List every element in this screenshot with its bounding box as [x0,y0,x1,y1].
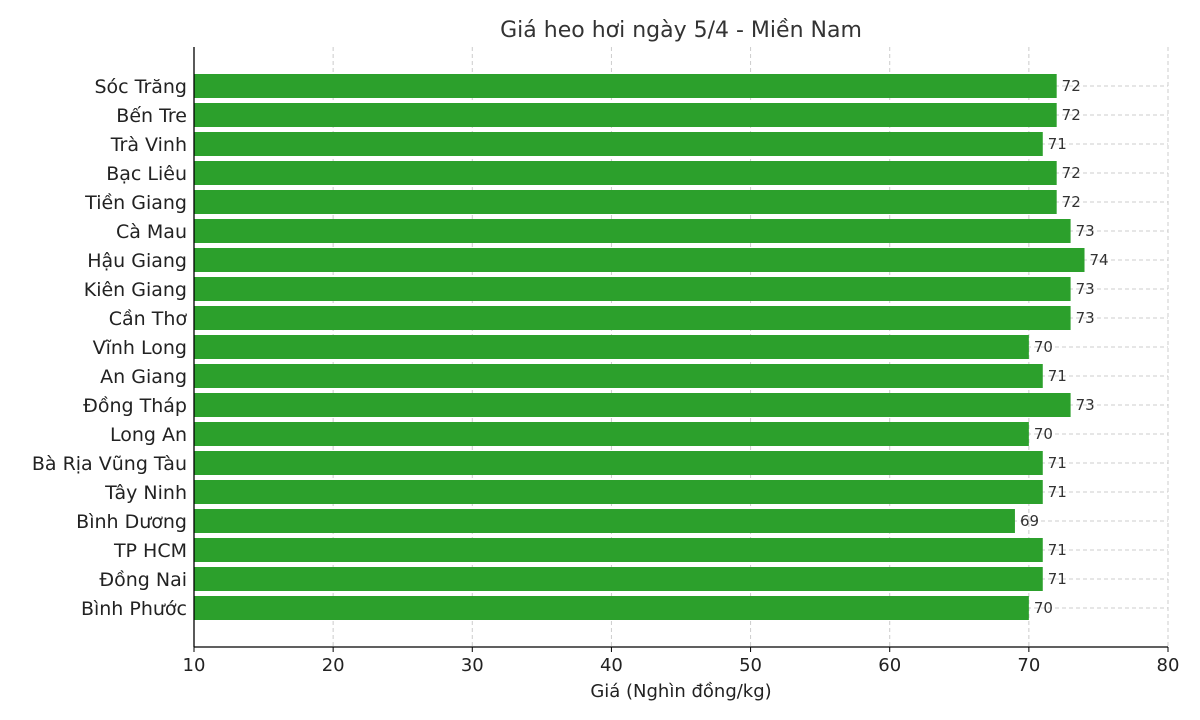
bar-value-label: 72 [1062,164,1081,182]
bar-value-label: 71 [1048,367,1067,385]
bar [194,335,1029,359]
category-label: Bà Rịa Vũng Tàu [32,453,187,475]
category-label: Tiền Giang [84,192,187,214]
category-label: Long An [110,424,187,446]
category-label: Bình Phước [81,598,187,620]
x-tick-label: 40 [600,655,623,676]
bar [194,190,1057,214]
category-label: TP HCM [113,540,187,562]
bar-value-label: 71 [1048,570,1067,588]
bar [194,74,1057,98]
bar [194,422,1029,446]
category-label: Đồng Tháp [83,395,187,417]
x-tick-label: 10 [183,655,206,676]
bar-value-label: 71 [1048,483,1067,501]
bar-value-label: 72 [1062,106,1081,124]
category-label: Cần Thơ [109,308,188,330]
bar-value-label: 73 [1076,280,1095,298]
bar [194,103,1057,127]
bar-value-label: 73 [1076,309,1095,327]
x-tick-label: 20 [322,655,345,676]
bar-value-label: 70 [1034,338,1053,356]
x-tick-label: 60 [878,655,901,676]
category-label: Sóc Trăng [94,76,187,98]
value-labels: 72 72 71 72 72 73 74 73 73 70 71 73 70 71 71 69 71 71 70 [1020,77,1109,617]
category-labels: Sóc Trăng Bến Tre Trà Vinh Bạc Liêu Tiền Gia… [32,76,188,620]
bars [194,74,1085,620]
x-axis-title: Giá (Nghìn đồng/kg) [590,681,771,702]
bar [194,161,1057,185]
bar [194,306,1071,330]
bar-value-label: 71 [1048,135,1067,153]
bar-value-label: 70 [1034,599,1053,617]
bar [194,480,1043,504]
bar [194,596,1029,620]
bar [194,451,1043,475]
category-label: Đồng Nai [99,569,187,591]
bar [194,509,1015,533]
category-label: Bình Dương [76,511,187,533]
bar [194,219,1071,243]
category-label: Kiên Giang [84,279,187,301]
bar [194,567,1043,591]
category-label: Cà Mau [116,221,187,243]
chart-title: Giá heo hơi ngày 5/4 - Miền Nam [500,18,862,43]
category-label: Hậu Giang [87,250,187,272]
category-label: Trà Vinh [110,134,187,156]
bar-value-label: 72 [1062,77,1081,95]
bar [194,248,1085,272]
x-tick-label: 50 [739,655,762,676]
x-tick-label: 30 [461,655,484,676]
x-tick-label: 80 [1157,655,1180,676]
x-axis-ticks: 10 20 30 40 50 60 70 80 [183,647,1180,676]
x-tick-label: 70 [1017,655,1040,676]
bar-value-label: 73 [1076,396,1095,414]
category-label: Tây Ninh [104,482,187,504]
bar [194,364,1043,388]
bar-value-label: 72 [1062,193,1081,211]
category-label: An Giang [100,366,187,388]
bar [194,132,1043,156]
bar-value-label: 70 [1034,425,1053,443]
bar-value-label: 74 [1090,251,1109,269]
bar-value-label: 71 [1048,454,1067,472]
category-label: Bến Tre [116,105,187,127]
bar-value-label: 73 [1076,222,1095,240]
bar [194,277,1071,301]
bar-value-label: 71 [1048,541,1067,559]
bar-value-label: 69 [1020,512,1039,530]
category-label: Bạc Liêu [106,163,187,185]
category-label: Vĩnh Long [93,337,187,359]
bar [194,538,1043,562]
bar [194,393,1071,417]
